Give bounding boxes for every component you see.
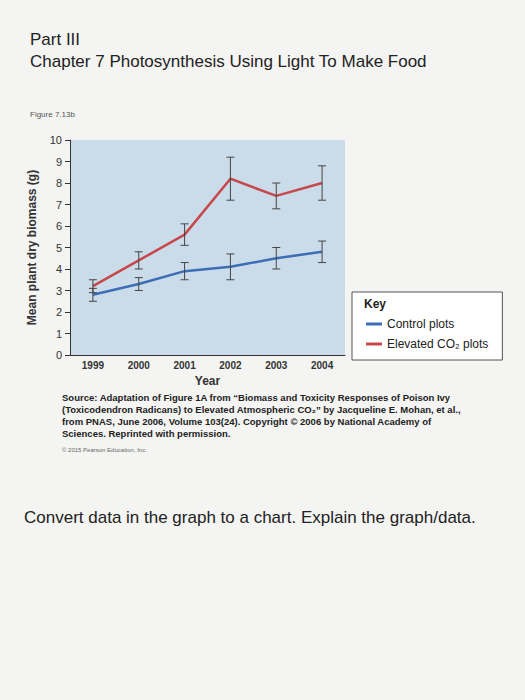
html-text:Source: Adaptation of Figure 1: Source: Adaptation of Figure 1A from “Bi… — [62, 392, 461, 439]
svg-text:2002: 2002 — [219, 360, 242, 371]
svg-text:8: 8 — [56, 177, 62, 189]
svg-text:9: 9 — [56, 156, 62, 168]
html-text:Part III: Part III — [30, 30, 81, 49]
svg-text:Year: Year — [195, 374, 221, 388]
svg-text:10: 10 — [50, 134, 62, 146]
svg-text:Elevated CO₂ plots: Elevated CO₂ plots — [387, 337, 488, 351]
svg-text:5: 5 — [56, 242, 62, 254]
svg-text:6: 6 — [56, 220, 62, 232]
svg-text:2001: 2001 — [173, 360, 196, 371]
svg-text:7: 7 — [56, 199, 62, 211]
svg-text:2: 2 — [56, 306, 62, 318]
html-text:Figure 7.13b: Figure 7.13b — [30, 110, 75, 119]
html-text:Chapter 7 Photosynthesis Using: Chapter 7 Photosynthesis Using Light To … — [30, 52, 427, 71]
svg-text:0: 0 — [56, 349, 62, 361]
svg-text:1: 1 — [56, 328, 62, 340]
svg-text:2004: 2004 — [311, 360, 334, 371]
svg-text:Key: Key — [364, 297, 386, 311]
svg-text:3: 3 — [56, 285, 62, 297]
svg-text:2000: 2000 — [128, 360, 151, 371]
svg-text:Control plots: Control plots — [387, 317, 454, 331]
svg-text:2003: 2003 — [265, 360, 288, 371]
svg-text:Mean plant dry biomass (g): Mean plant dry biomass (g) — [25, 170, 39, 325]
svg-text:1999: 1999 — [82, 360, 105, 371]
html-text:© 2015 Pearson Education, Inc.: © 2015 Pearson Education, Inc. — [62, 447, 147, 453]
svg-text:4: 4 — [56, 263, 62, 275]
html-text:Convert data in the graph to a: Convert data in the graph to a chart. Ex… — [24, 508, 476, 527]
